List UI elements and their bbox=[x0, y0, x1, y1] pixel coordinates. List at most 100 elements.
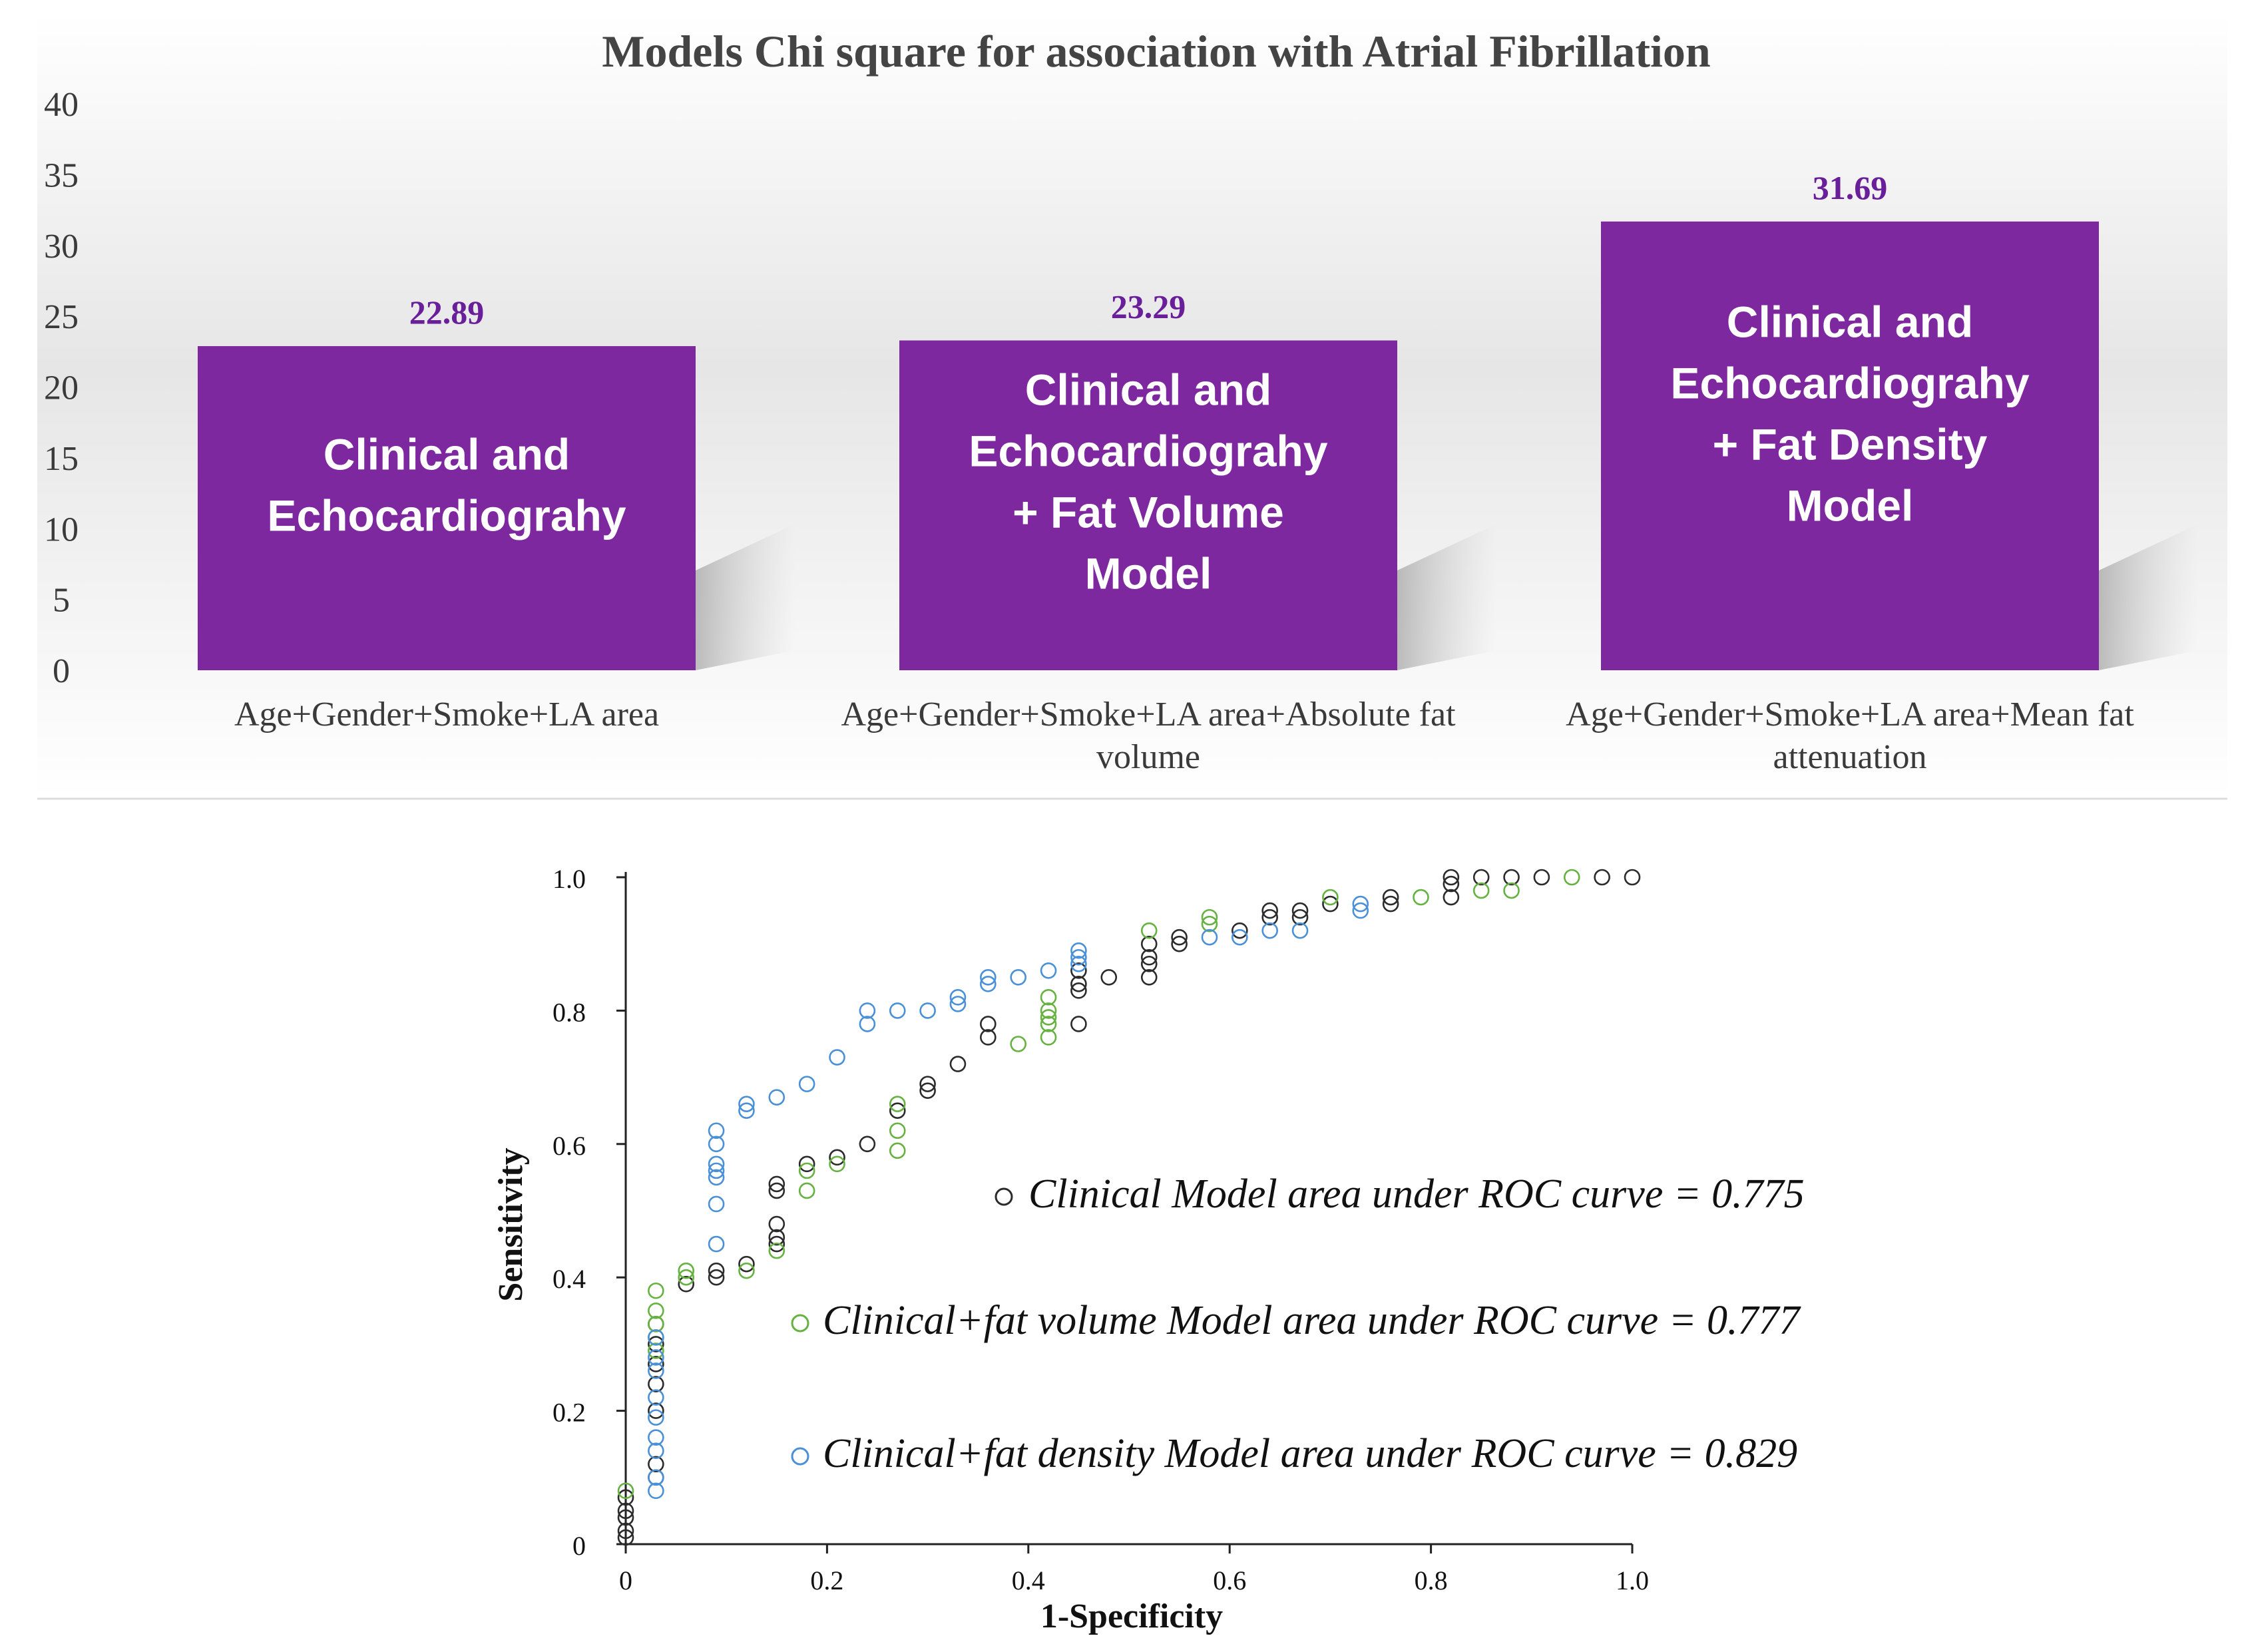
roc-point-clinical bbox=[1322, 895, 1339, 913]
bar bbox=[1601, 221, 2099, 670]
roc-point-fat-density bbox=[1070, 948, 1087, 966]
roc-point-clinical bbox=[1232, 922, 1248, 939]
roc-y-tick-label: 0 bbox=[572, 1531, 586, 1561]
roc-point-fat-density bbox=[708, 1155, 725, 1173]
roc-point-fat-volume bbox=[617, 1482, 634, 1500]
roc-point-fat-volume bbox=[1201, 909, 1218, 926]
roc-y-tick-label: 1.0 bbox=[553, 864, 586, 894]
roc-y-tick-label: 0.4 bbox=[553, 1264, 586, 1294]
roc-point-fat-density bbox=[949, 996, 967, 1012]
roc-point-fat-density bbox=[919, 1002, 936, 1019]
bar-inner-label: Clinical and bbox=[324, 429, 570, 479]
roc-point-fat-volume bbox=[678, 1262, 695, 1279]
roc-point-clinical bbox=[1070, 982, 1087, 999]
roc-point-fat-density bbox=[1352, 895, 1369, 913]
roc-point-clinical bbox=[648, 1456, 664, 1473]
roc-y-tick-label: 0.8 bbox=[553, 997, 586, 1027]
bar-y-tick-label: 0 bbox=[53, 652, 70, 690]
roc-point-fat-volume bbox=[798, 1162, 815, 1179]
roc-point-fat-density bbox=[1070, 955, 1087, 972]
roc-point-fat-density bbox=[708, 1195, 725, 1213]
roc-point-fat-density bbox=[738, 1102, 755, 1119]
roc-point-clinical bbox=[1472, 869, 1490, 886]
roc-point-clinical bbox=[1443, 875, 1460, 893]
roc-point-fat-density bbox=[708, 1122, 725, 1139]
bar-inner-label: Model bbox=[1085, 549, 1212, 598]
bar-shadow bbox=[696, 524, 795, 670]
roc-y-axis: 0 0.2 0.4 0.6 0.8 1.0 bbox=[553, 864, 626, 1561]
roc-point-clinical bbox=[678, 1275, 695, 1293]
roc-point-clinical bbox=[768, 1215, 786, 1233]
roc-point-clinical bbox=[1261, 909, 1278, 926]
roc-point-clinical bbox=[1624, 869, 1641, 886]
bar-y-tick-label: 30 bbox=[44, 228, 79, 266]
roc-point-clinical bbox=[980, 1029, 997, 1046]
roc-point-clinical bbox=[980, 1016, 997, 1032]
bar-y-tick-label: 20 bbox=[44, 369, 79, 407]
roc-x-tick-label: 0 bbox=[619, 1565, 632, 1595]
roc-point-fat-density bbox=[708, 1136, 725, 1153]
roc-point-fat-volume bbox=[648, 1282, 664, 1299]
bar-inner-label: + Fat Density bbox=[1713, 420, 1988, 469]
roc-point-clinical bbox=[1443, 869, 1460, 886]
roc-x-tick-label: 1.0 bbox=[1616, 1565, 1649, 1595]
bar-chart-title: Models Chi square for association with A… bbox=[602, 26, 1710, 77]
bar-value-label: 22.89 bbox=[409, 294, 485, 331]
roc-point-fat-volume bbox=[768, 1242, 786, 1259]
bar-shadow bbox=[2099, 524, 2199, 670]
roc-point-fat-volume bbox=[1040, 1029, 1057, 1046]
roc-point-clinical bbox=[648, 1402, 664, 1419]
roc-point-fat-density bbox=[949, 989, 967, 1006]
roc-point-clinical bbox=[768, 1235, 786, 1253]
roc-point-fat-density bbox=[648, 1469, 664, 1486]
roc-point-clinical bbox=[1070, 976, 1087, 992]
roc-point-clinical bbox=[648, 1376, 664, 1392]
roc-point-clinical bbox=[617, 1529, 634, 1546]
roc-point-fat-volume bbox=[1503, 882, 1520, 899]
roc-point-clinical bbox=[1140, 935, 1158, 952]
roc-point-fat-volume bbox=[889, 1142, 906, 1159]
legend-marker bbox=[791, 1447, 809, 1466]
roc-point-clinical bbox=[798, 1155, 815, 1173]
roc-point-fat-density bbox=[1040, 962, 1057, 979]
roc-point-fat-volume bbox=[1563, 869, 1580, 886]
roc-point-fat-density bbox=[648, 1349, 664, 1366]
bar-shadows bbox=[696, 524, 2199, 670]
roc-point-clinical bbox=[949, 1056, 967, 1072]
roc-point-clinical bbox=[1594, 869, 1610, 886]
roc-point-fat-volume bbox=[738, 1262, 755, 1279]
roc-point-fat-density bbox=[708, 1235, 725, 1253]
roc-point-clinical bbox=[919, 1076, 936, 1092]
roc-point-clinical bbox=[919, 1082, 936, 1099]
bar-inner-label: Echocardiograhy bbox=[1670, 359, 2029, 408]
roc-chart-panel: 0 0.2 0.4 0.6 0.8 1.0 0 0.2 0.4 0.6 0.8 1.0 1-Spec… bbox=[492, 864, 1805, 1635]
roc-point-fat-density bbox=[1201, 929, 1218, 946]
roc-x-axis-label: 1-Specificity bbox=[1040, 1597, 1223, 1635]
bar-x-axis: Age+Gender+Smoke+LA area Age+Gender+Smoke… bbox=[234, 696, 2134, 776]
bar bbox=[198, 346, 696, 670]
roc-scatter-points bbox=[617, 869, 1641, 1546]
bar-y-tick-label: 10 bbox=[44, 511, 79, 548]
bar-value-label: 31.69 bbox=[1813, 169, 1888, 206]
roc-point-fat-volume bbox=[1140, 922, 1158, 939]
roc-point-fat-density bbox=[1291, 922, 1309, 939]
roc-point-fat-volume bbox=[648, 1342, 664, 1359]
bar-category-label: volume bbox=[1096, 738, 1200, 776]
roc-point-clinical bbox=[1291, 902, 1309, 919]
roc-point-clinical bbox=[1070, 1016, 1087, 1032]
roc-x-tick-label: 0.2 bbox=[810, 1565, 843, 1595]
bar-y-axis: 0 5 10 15 20 25 30 35 40 bbox=[44, 86, 79, 690]
roc-y-axis-label: Sensitivity bbox=[492, 1147, 530, 1301]
roc-point-clinical bbox=[1503, 869, 1520, 886]
roc-point-fat-density bbox=[1070, 942, 1087, 959]
legend-label: Clinical+fat density Model area under RO… bbox=[823, 1431, 1797, 1476]
roc-point-fat-volume bbox=[1040, 989, 1057, 1006]
roc-point-fat-density bbox=[708, 1162, 725, 1179]
roc-x-tick-label: 0.4 bbox=[1012, 1565, 1045, 1595]
roc-point-clinical bbox=[768, 1229, 786, 1246]
roc-point-clinical bbox=[1070, 962, 1087, 979]
roc-point-fat-volume bbox=[648, 1316, 664, 1333]
roc-point-clinical bbox=[738, 1255, 755, 1273]
roc-point-clinical bbox=[1261, 902, 1278, 919]
bar-y-tick-label: 25 bbox=[44, 298, 79, 336]
